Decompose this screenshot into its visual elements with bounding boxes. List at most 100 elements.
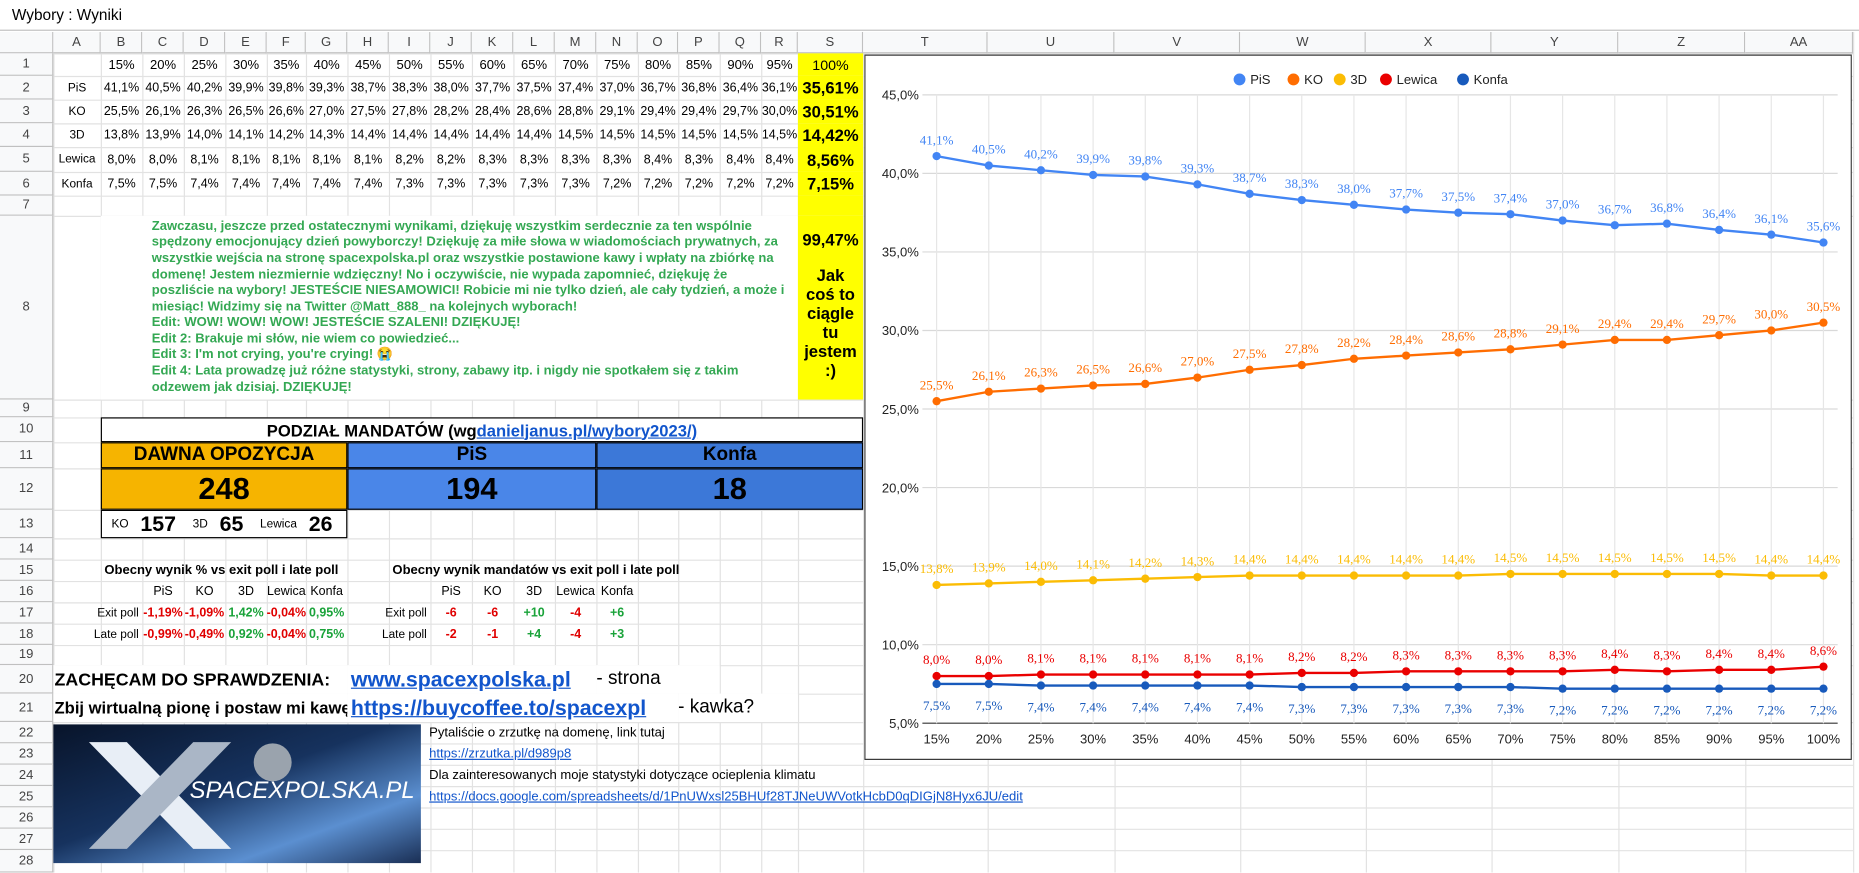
column-header: L — [513, 32, 555, 54]
percent-header: 75% — [604, 57, 631, 72]
data-label: 38,3% — [1285, 176, 1319, 191]
data-point — [984, 679, 993, 689]
column-header: N — [596, 32, 638, 54]
side-note-line: ciągle — [806, 303, 855, 323]
percent-header: 55% — [438, 57, 465, 72]
comparison-value: -2 — [445, 627, 457, 642]
message-line: domenę! Jestem niezmiernie wdzięczny! No… — [151, 267, 728, 282]
message-line: wszystkie wejścia na stronę spacexpolska… — [151, 251, 774, 266]
data-point — [932, 679, 941, 689]
percent-header: 65% — [521, 57, 548, 72]
data-label: 7,2% — [1549, 703, 1576, 718]
x-tick-label: 90% — [1706, 731, 1732, 746]
coffee-label: Zbij wirtualną pionę i postaw mi kawę na… — [53, 693, 348, 723]
party-value: 14,5% — [557, 128, 594, 143]
percent-header: 60% — [479, 57, 506, 72]
data-point — [1454, 682, 1463, 692]
row-header: 4 — [0, 123, 54, 148]
percent-header: 20% — [149, 57, 177, 72]
data-point — [932, 580, 941, 590]
data-label: 8,4% — [1601, 646, 1628, 661]
data-point — [1558, 569, 1567, 579]
data-point — [1141, 681, 1150, 690]
series-line — [936, 665, 1824, 678]
data-point — [1088, 576, 1098, 585]
party-value: 7,5% — [148, 176, 178, 191]
data-label: 7,4% — [1184, 700, 1211, 715]
row-header: 19 — [0, 644, 54, 666]
data-point — [1714, 331, 1724, 340]
data-point — [1036, 670, 1046, 679]
data-label: 26,1% — [972, 368, 1006, 383]
data-label: 8,6% — [1810, 643, 1837, 658]
coffee-link[interactable]: https://buycoffee.to/spacexpl — [350, 695, 647, 720]
note-link[interactable]: https://docs.google.com/spreadsheets/d/1… — [429, 789, 1023, 804]
note-link[interactable]: https://zrzutka.pl/d989p8 — [429, 746, 572, 762]
data-label: 8,3% — [1497, 648, 1524, 663]
y-tick-label: 5,0% — [889, 716, 919, 731]
data-point — [1141, 670, 1150, 679]
data-label: 29,4% — [1598, 316, 1632, 331]
mandates-link[interactable]: danieljanus.pl/wybory2023/) — [476, 420, 698, 440]
chart: 5,0% 10,0% 15,0% 20,0% 25,0% 30,0% 35,0% 40,0% 4… — [864, 54, 1852, 760]
party-value: 27,8% — [391, 104, 428, 119]
comparison-value: -4 — [570, 605, 582, 621]
percent-header: 45% — [355, 57, 382, 72]
data-label: 8,3% — [1653, 648, 1680, 663]
message-line: miesiąc! Widzimy się na Twitter @Matt_88… — [151, 299, 578, 314]
data-point — [1349, 682, 1359, 692]
data-point — [1819, 238, 1828, 247]
column-header: J — [430, 32, 472, 54]
logo-graphic: SPACEXPOLSKA.PL — [88, 742, 415, 849]
promo-label: ZACHĘCAM DO SPRAWDZENIA: — [53, 665, 348, 694]
data-point — [1349, 571, 1359, 580]
row-header: 5 — [0, 147, 54, 172]
row-header: 20 — [0, 665, 54, 694]
percent-header: 70% — [562, 57, 589, 72]
note-cell: https://docs.google.com/spreadsheets/d/1… — [429, 786, 1259, 807]
data-point — [1297, 360, 1306, 370]
bloc-seats: 194 — [347, 468, 597, 510]
data-point — [1245, 365, 1254, 374]
party-value: 14,4% — [474, 128, 511, 143]
comparison-title: Obecny wynik mandatów vs exit poll i lat… — [392, 563, 680, 578]
comparison-label: Exit poll — [385, 606, 427, 620]
data-point — [1193, 681, 1202, 690]
data-label: 7,3% — [1393, 701, 1420, 716]
x-tick-label: 15% — [924, 731, 950, 746]
party-value: 7,3% — [395, 176, 424, 191]
site-link[interactable]: www.spacexpolska.pl — [350, 666, 571, 691]
data-point — [1714, 569, 1724, 579]
column-header: U — [987, 32, 1115, 54]
percent-header: 85% — [685, 57, 712, 72]
legend-label: Lewica — [1397, 72, 1438, 87]
party-total: 14,42% — [797, 123, 864, 148]
data-label: 36,1% — [1754, 211, 1788, 226]
party-value: 38,3% — [391, 80, 428, 95]
party-name: Konfa — [61, 177, 93, 191]
party-value: 25,5% — [103, 104, 140, 119]
party-value: 14,3% — [308, 128, 345, 143]
column-header: W — [1240, 32, 1366, 54]
party-value: 8,2% — [436, 152, 466, 167]
comparison-value: -1 — [487, 627, 499, 642]
column-header: M — [554, 32, 597, 54]
x-tick-label: 20% — [976, 731, 1002, 746]
x-tick-label: 85% — [1654, 731, 1680, 746]
logo-image: SPACEXPOLSKA.PL — [53, 724, 421, 864]
party-value: 29,1% — [599, 104, 635, 119]
data-point — [1714, 225, 1724, 235]
data-point — [1036, 577, 1046, 586]
column-header: O — [637, 32, 679, 54]
note-cell: Dla zainteresowanych moje statystyki dot… — [429, 765, 1259, 786]
column-header: D — [183, 32, 226, 54]
party-value: 7,2% — [726, 176, 755, 191]
data-label: 38,0% — [1337, 181, 1371, 196]
x-tick-label: 100% — [1807, 731, 1841, 746]
column-header: H — [347, 32, 389, 54]
data-label: 29,7% — [1702, 311, 1736, 326]
data-label: 14,1% — [1076, 556, 1110, 571]
column-header: AA — [1745, 32, 1854, 54]
